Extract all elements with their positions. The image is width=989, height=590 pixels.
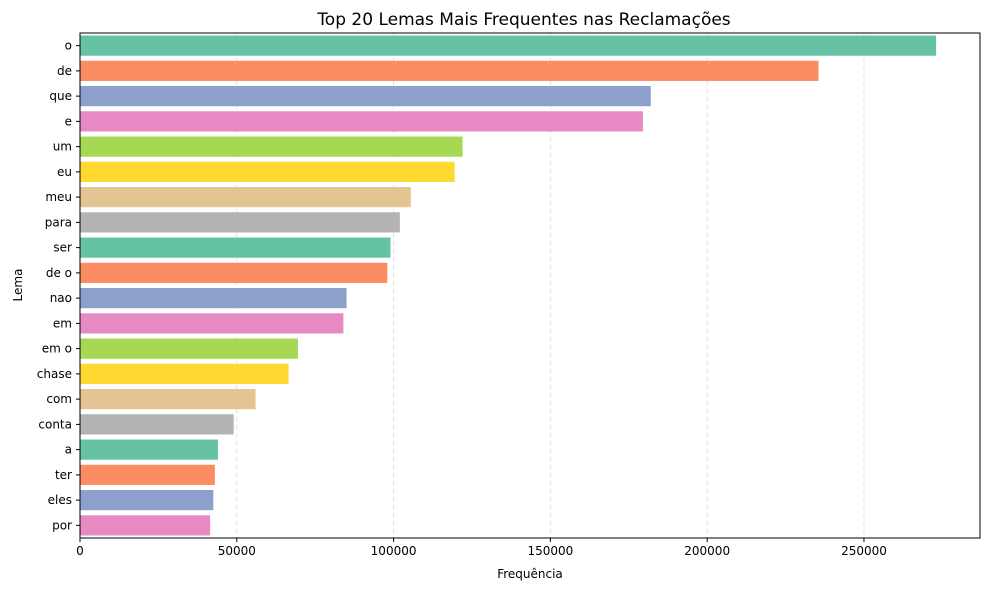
y-tick-label: de (57, 64, 72, 78)
bar-nao (80, 288, 347, 309)
bar-eu (80, 161, 455, 182)
y-tick-label: chase (37, 367, 72, 381)
y-tick-label: ter (55, 468, 72, 482)
y-tick-label: nao (50, 291, 72, 305)
bar-em (80, 313, 344, 334)
y-tick-label: em (53, 316, 72, 330)
bar-meu (80, 187, 411, 208)
bar-para (80, 212, 400, 233)
x-tick-label: 150000 (527, 544, 573, 558)
y-tick-label: eu (57, 165, 72, 179)
bar-por (80, 515, 211, 536)
y-axis-label: Lema (11, 269, 25, 302)
bar-ser (80, 237, 391, 258)
y-tick-label: o (65, 39, 72, 53)
bar-e (80, 111, 643, 132)
y-tick-label: por (52, 518, 72, 532)
y-tick-label: com (46, 392, 72, 406)
bar-com (80, 389, 256, 410)
chart-title: Top 20 Lemas Mais Frequentes nas Reclama… (316, 10, 730, 30)
y-tick-label: que (49, 89, 72, 103)
grid-lines (79, 33, 865, 538)
bars (80, 35, 937, 536)
bar-que (80, 86, 651, 107)
x-axis-label: Frequência (497, 567, 563, 581)
y-tick-label: para (45, 215, 72, 229)
x-tick-label: 250000 (841, 544, 887, 558)
x-tick-label: 200000 (684, 544, 730, 558)
bar-ter (80, 464, 215, 485)
y-tick-label: a (65, 443, 72, 457)
bar-um (80, 136, 463, 157)
y-axis-ticks: o de que e um eu meu para ser de o nao em em o chase c… (37, 39, 80, 532)
x-axis-ticks: 0 50000 100000 150000 200000 250000 (76, 538, 887, 558)
bar-a (80, 439, 218, 460)
plot-frame (79, 32, 981, 539)
y-tick-label: um (53, 140, 72, 154)
bar-conta (80, 414, 234, 435)
x-tick-label: 100000 (371, 544, 417, 558)
bar-eles (80, 490, 214, 511)
x-tick-label: 50000 (218, 544, 256, 558)
bar-de-o (80, 262, 388, 283)
y-tick-label: conta (38, 417, 72, 431)
bar-o (80, 35, 937, 56)
y-tick-label: e (65, 114, 72, 128)
bar-de (80, 60, 819, 81)
y-tick-label: eles (48, 493, 72, 507)
y-tick-label: ser (53, 241, 72, 255)
x-tick-label: 0 (76, 544, 84, 558)
bar-chase (80, 363, 289, 384)
y-tick-label: em o (42, 342, 72, 356)
y-tick-label: meu (45, 190, 72, 204)
y-tick-label: de o (46, 266, 72, 280)
bar-em-o (80, 338, 298, 359)
